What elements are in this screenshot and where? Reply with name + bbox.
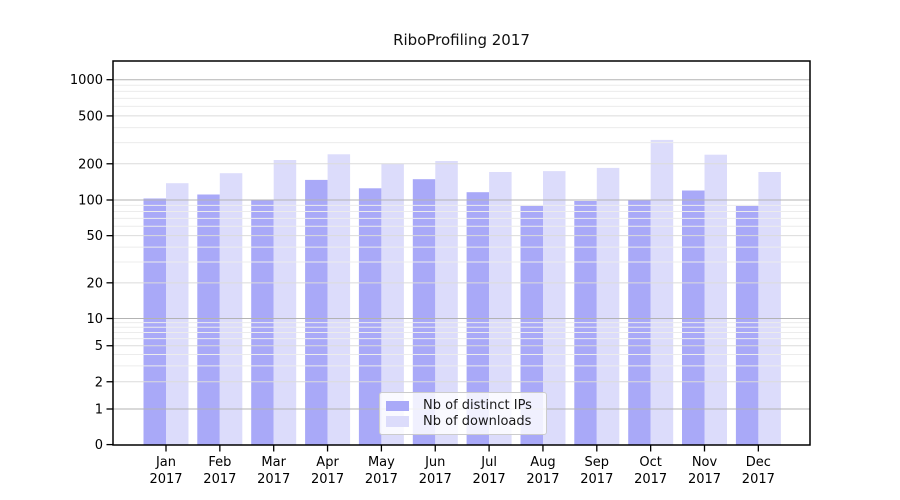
x-tick-label-year: 2017 <box>688 472 721 487</box>
x-tick-label-year: 2017 <box>634 472 667 487</box>
y-tick-label: 1000 <box>70 73 103 88</box>
x-tick-label-month: May <box>368 455 395 470</box>
legend-swatch-downloads <box>386 416 409 427</box>
x-tick-label-month: Jan <box>155 455 176 470</box>
x-tick-label-month: Sep <box>585 455 610 470</box>
legend-label-downloads: Nb of downloads <box>423 413 532 429</box>
x-tick-label-month: Aug <box>530 455 555 470</box>
bar-nb-of-distinct-ips-dec-2017 <box>735 206 759 445</box>
y-tick-label: 0 <box>95 438 103 453</box>
bar-nb-of-distinct-ips-jan-2017 <box>143 198 166 445</box>
x-tick-label-month: Oct <box>639 455 661 470</box>
x-tick-label-month: Jul <box>480 455 497 470</box>
bar-nb-of-distinct-ips-aug-2017 <box>520 206 543 445</box>
bar-nb-of-distinct-ips-apr-2017 <box>305 179 328 445</box>
bar-nb-of-downloads-oct-2017 <box>650 139 674 445</box>
legend-item-downloads: Nb of downloads <box>386 414 538 430</box>
x-tick-label-year: 2017 <box>473 472 506 487</box>
x-tick-label-year: 2017 <box>742 472 775 487</box>
bar-nb-of-downloads-feb-2017 <box>219 173 243 445</box>
bar-nb-of-downloads-sep-2017 <box>596 167 620 445</box>
bar-nb-of-downloads-jul-2017 <box>489 172 512 445</box>
bar-nb-of-downloads-aug-2017 <box>543 171 566 445</box>
bar-nb-of-downloads-nov-2017 <box>704 154 727 445</box>
bar-nb-of-downloads-mar-2017 <box>273 160 297 445</box>
x-tick-label-year: 2017 <box>419 472 452 487</box>
x-tick-label-month: Nov <box>692 455 718 470</box>
legend-label-distinct-ips: Nb of distinct IPs <box>423 398 532 414</box>
y-tick-label: 10 <box>86 312 103 327</box>
y-tick-label: 200 <box>78 157 103 172</box>
y-tick-label: 100 <box>78 194 103 209</box>
x-tick-label-month: Dec <box>746 455 771 470</box>
legend-item-distinct-ips: Nb of distinct IPs <box>386 398 538 414</box>
bar-nb-of-downloads-may-2017 <box>381 163 404 445</box>
x-tick-label-month: Feb <box>208 455 231 470</box>
legend-swatch-distinct-ips <box>386 400 409 411</box>
y-tick-label: 5 <box>95 339 103 354</box>
x-tick-label-month: Apr <box>316 455 339 470</box>
y-tick-label: 1 <box>95 403 103 418</box>
bar-nb-of-downloads-jan-2017 <box>166 183 189 445</box>
bar-nb-of-distinct-ips-feb-2017 <box>197 194 220 445</box>
legend: Nb of distinct IPs Nb of downloads <box>379 392 547 435</box>
x-tick-label-year: 2017 <box>365 472 398 487</box>
bar-nb-of-downloads-apr-2017 <box>327 154 351 445</box>
y-tick-label: 20 <box>86 276 103 291</box>
y-tick-label: 2 <box>95 375 103 390</box>
bar-nb-of-distinct-ips-may-2017 <box>358 188 382 445</box>
x-tick-label-year: 2017 <box>311 472 344 487</box>
x-tick-label-year: 2017 <box>526 472 559 487</box>
x-tick-label-month: Mar <box>261 455 286 470</box>
y-tick-label: 500 <box>78 109 103 124</box>
bar-nb-of-downloads-dec-2017 <box>758 172 781 445</box>
x-tick-label-year: 2017 <box>149 472 182 487</box>
x-tick-label-year: 2017 <box>257 472 290 487</box>
chart-title: RiboProfiling 2017 <box>393 31 530 49</box>
bar-nb-of-distinct-ips-nov-2017 <box>682 190 705 445</box>
bar-nb-of-distinct-ips-jun-2017 <box>412 179 436 445</box>
y-tick-label: 50 <box>86 229 103 244</box>
bar-nb-of-downloads-jun-2017 <box>435 161 458 445</box>
x-tick-label-year: 2017 <box>580 472 613 487</box>
x-tick-label-month: Jun <box>424 455 445 470</box>
x-tick-label-year: 2017 <box>203 472 236 487</box>
plot-border <box>112 60 811 446</box>
